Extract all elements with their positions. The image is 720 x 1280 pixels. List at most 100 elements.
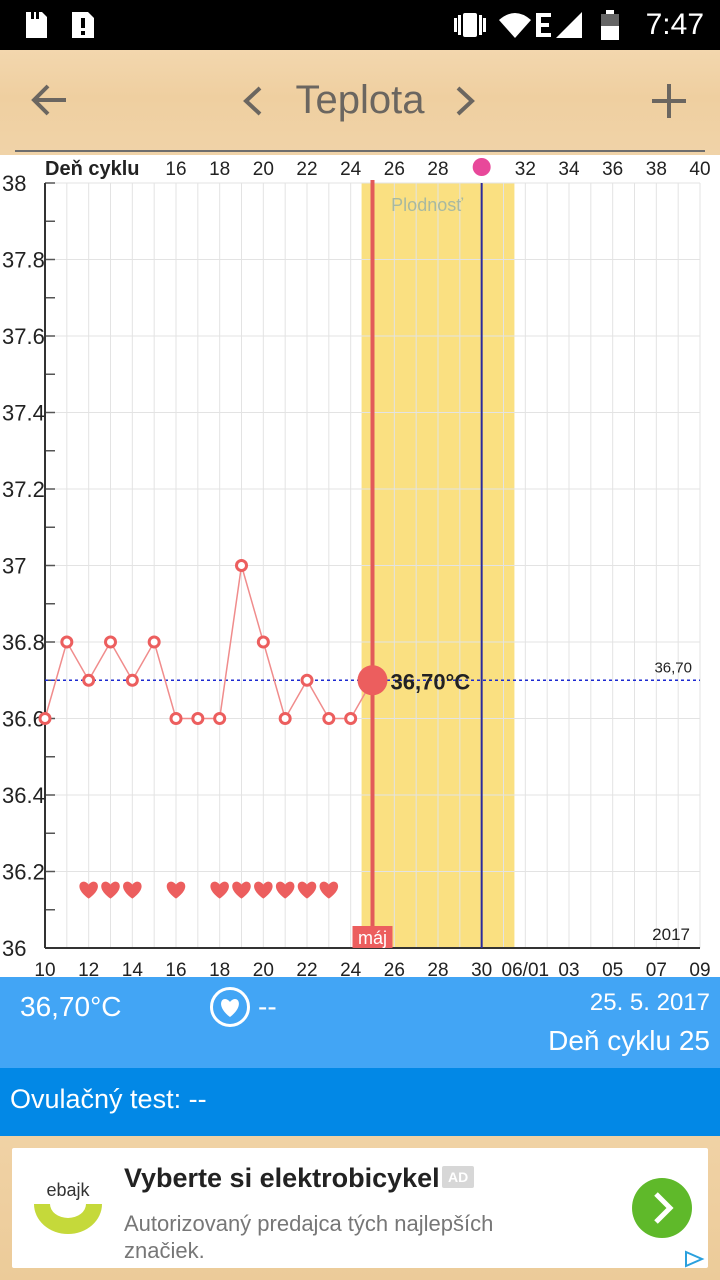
ebajk-logo-text: ebajk bbox=[46, 1180, 90, 1200]
bottom-tick-label: 14 bbox=[122, 960, 144, 977]
ovulation-test-row[interactable]: Ovulačný test: -- bbox=[0, 1068, 720, 1136]
arrow-back-icon[interactable] bbox=[30, 80, 70, 120]
heart-icon bbox=[232, 881, 251, 899]
vibrate-icon bbox=[454, 13, 486, 37]
year-label: 2017 bbox=[652, 925, 690, 944]
current-temperature: 36,70°C bbox=[20, 991, 122, 1022]
top-tick-label: 28 bbox=[427, 159, 448, 180]
y-tick-label: 36.2 bbox=[2, 860, 45, 885]
temperature-point[interactable] bbox=[256, 635, 270, 649]
ad-go-button[interactable] bbox=[632, 1178, 692, 1238]
bottom-tick-label: 10 bbox=[34, 960, 55, 977]
bottom-tick-label: 30 bbox=[471, 960, 492, 977]
bottom-tick-label: 26 bbox=[384, 960, 405, 977]
sd-card-icon bbox=[26, 12, 47, 38]
bottom-tick-label: 06/01 bbox=[502, 960, 550, 977]
temperature-point[interactable] bbox=[38, 712, 52, 725]
bottom-tick-label: 16 bbox=[165, 960, 186, 977]
temperature-point[interactable] bbox=[322, 712, 336, 725]
top-tick-label: 36 bbox=[602, 159, 623, 180]
bottom-tick-label: 12 bbox=[78, 960, 99, 977]
heart-value: -- bbox=[258, 991, 277, 1022]
status-bar: 7:47 bbox=[0, 0, 720, 50]
temperature-series-line bbox=[44, 565, 374, 721]
adchoices-icon[interactable] bbox=[682, 1250, 706, 1268]
temperature-point[interactable] bbox=[125, 673, 139, 687]
battery-icon bbox=[601, 10, 619, 40]
temperature-point[interactable] bbox=[191, 712, 205, 725]
chevron-right-icon[interactable] bbox=[452, 84, 478, 118]
ad-description: Autorizovaný predajca tých najlepších zn… bbox=[124, 1211, 494, 1263]
temperature-point[interactable] bbox=[300, 673, 314, 687]
ovulation-test-label: Ovulačný test: -- bbox=[10, 1084, 207, 1114]
heart-icon bbox=[275, 881, 295, 899]
plus-icon[interactable] bbox=[650, 82, 688, 120]
ebajk-logo: ebajk bbox=[28, 1168, 108, 1248]
temperature-chart[interactable]: 38 37.8 37.6 37.4 37.2 37 36.8 36.6 36.4 36.2 36 De… bbox=[0, 155, 720, 981]
ad-badge: AD bbox=[442, 1166, 475, 1188]
temperature-point[interactable] bbox=[82, 673, 96, 687]
ad-headline[interactable]: Vyberte si elektrobicykel bbox=[124, 1163, 440, 1193]
y-tick-label: 36 bbox=[2, 936, 26, 961]
temperature-point[interactable] bbox=[60, 635, 74, 649]
month-tag: máj bbox=[358, 928, 387, 948]
fertile-label: Plodnosť bbox=[391, 195, 463, 215]
status-time: 7:47 bbox=[645, 8, 704, 41]
bottom-tick-label: 24 bbox=[340, 960, 362, 977]
top-tick-label: 18 bbox=[209, 159, 230, 180]
y-tick-label: 36.8 bbox=[2, 630, 45, 655]
heart-circle-icon[interactable] bbox=[210, 987, 250, 1027]
temperature-point[interactable] bbox=[147, 635, 161, 649]
heart-icon bbox=[123, 881, 142, 899]
bottom-tick-label: 05 bbox=[602, 960, 623, 977]
temperature-point[interactable] bbox=[344, 712, 358, 725]
top-tick-label: 40 bbox=[689, 159, 710, 180]
bottom-tick-label: 28 bbox=[427, 960, 448, 977]
heart-icon bbox=[210, 881, 229, 899]
ad-container: ebajk Vyberte si elektrobicykel AD Autor… bbox=[0, 1136, 720, 1280]
month-tag-box bbox=[352, 926, 393, 948]
temperature-point[interactable] bbox=[169, 712, 183, 725]
chevron-left-icon[interactable] bbox=[240, 84, 266, 118]
chevron-right-icon bbox=[654, 1192, 674, 1224]
y-tick-label: 36.4 bbox=[2, 783, 45, 808]
y-tick-label: 37 bbox=[2, 554, 26, 579]
y-tick-label: 38 bbox=[2, 171, 26, 196]
heart-icon bbox=[254, 881, 273, 899]
heart-icon bbox=[319, 881, 339, 899]
bottom-tick-label: 09 bbox=[689, 960, 710, 977]
heart-icon bbox=[166, 881, 186, 899]
y-tick-label: 37.8 bbox=[2, 248, 45, 273]
signal-icon bbox=[556, 12, 582, 38]
bottom-tick-label: 20 bbox=[253, 960, 274, 977]
temperature-point[interactable] bbox=[104, 635, 117, 649]
temperature-chart-svg[interactable]: 38 37.8 37.6 37.4 37.2 37 36.8 36.6 36.4 36.2 36 De… bbox=[0, 155, 720, 981]
page-title: Teplota bbox=[295, 78, 425, 122]
bottom-tick-label: 07 bbox=[646, 960, 667, 977]
cover-line-label: 36,70 bbox=[654, 659, 692, 676]
sim-card-icon bbox=[72, 12, 94, 38]
bottom-tick-label: 03 bbox=[558, 960, 579, 977]
app-bar: Teplota bbox=[0, 50, 720, 155]
temperature-point[interactable] bbox=[213, 712, 227, 725]
top-tick-label: 34 bbox=[558, 159, 580, 180]
top-tick-label: 20 bbox=[253, 159, 274, 180]
y-tick-label: 37.2 bbox=[2, 477, 45, 502]
top-axis-label: Deň cyklu bbox=[45, 158, 139, 180]
heart-icon bbox=[297, 881, 317, 899]
temperature-point[interactable] bbox=[235, 559, 248, 572]
ad-banner[interactable]: ebajk Vyberte si elektrobicykel AD Autor… bbox=[12, 1148, 708, 1268]
today-temperature-point[interactable] bbox=[357, 665, 388, 696]
y-tick-label: 37.4 bbox=[2, 401, 45, 426]
top-tick-label: 24 bbox=[340, 159, 362, 180]
top-tick-label: 26 bbox=[384, 159, 405, 180]
bottom-tick-label: 22 bbox=[296, 960, 317, 977]
today-temperature-label: 36,70°C bbox=[391, 669, 471, 694]
heart-icon bbox=[79, 881, 98, 899]
top-tick-label: 38 bbox=[646, 159, 667, 180]
y-tick-label: 36.6 bbox=[2, 707, 45, 732]
current-date: 25. 5. 2017 bbox=[589, 989, 710, 1016]
temperature-point[interactable] bbox=[278, 712, 292, 725]
top-tick-label: 22 bbox=[296, 159, 317, 180]
top-tick-label: 32 bbox=[515, 159, 536, 180]
